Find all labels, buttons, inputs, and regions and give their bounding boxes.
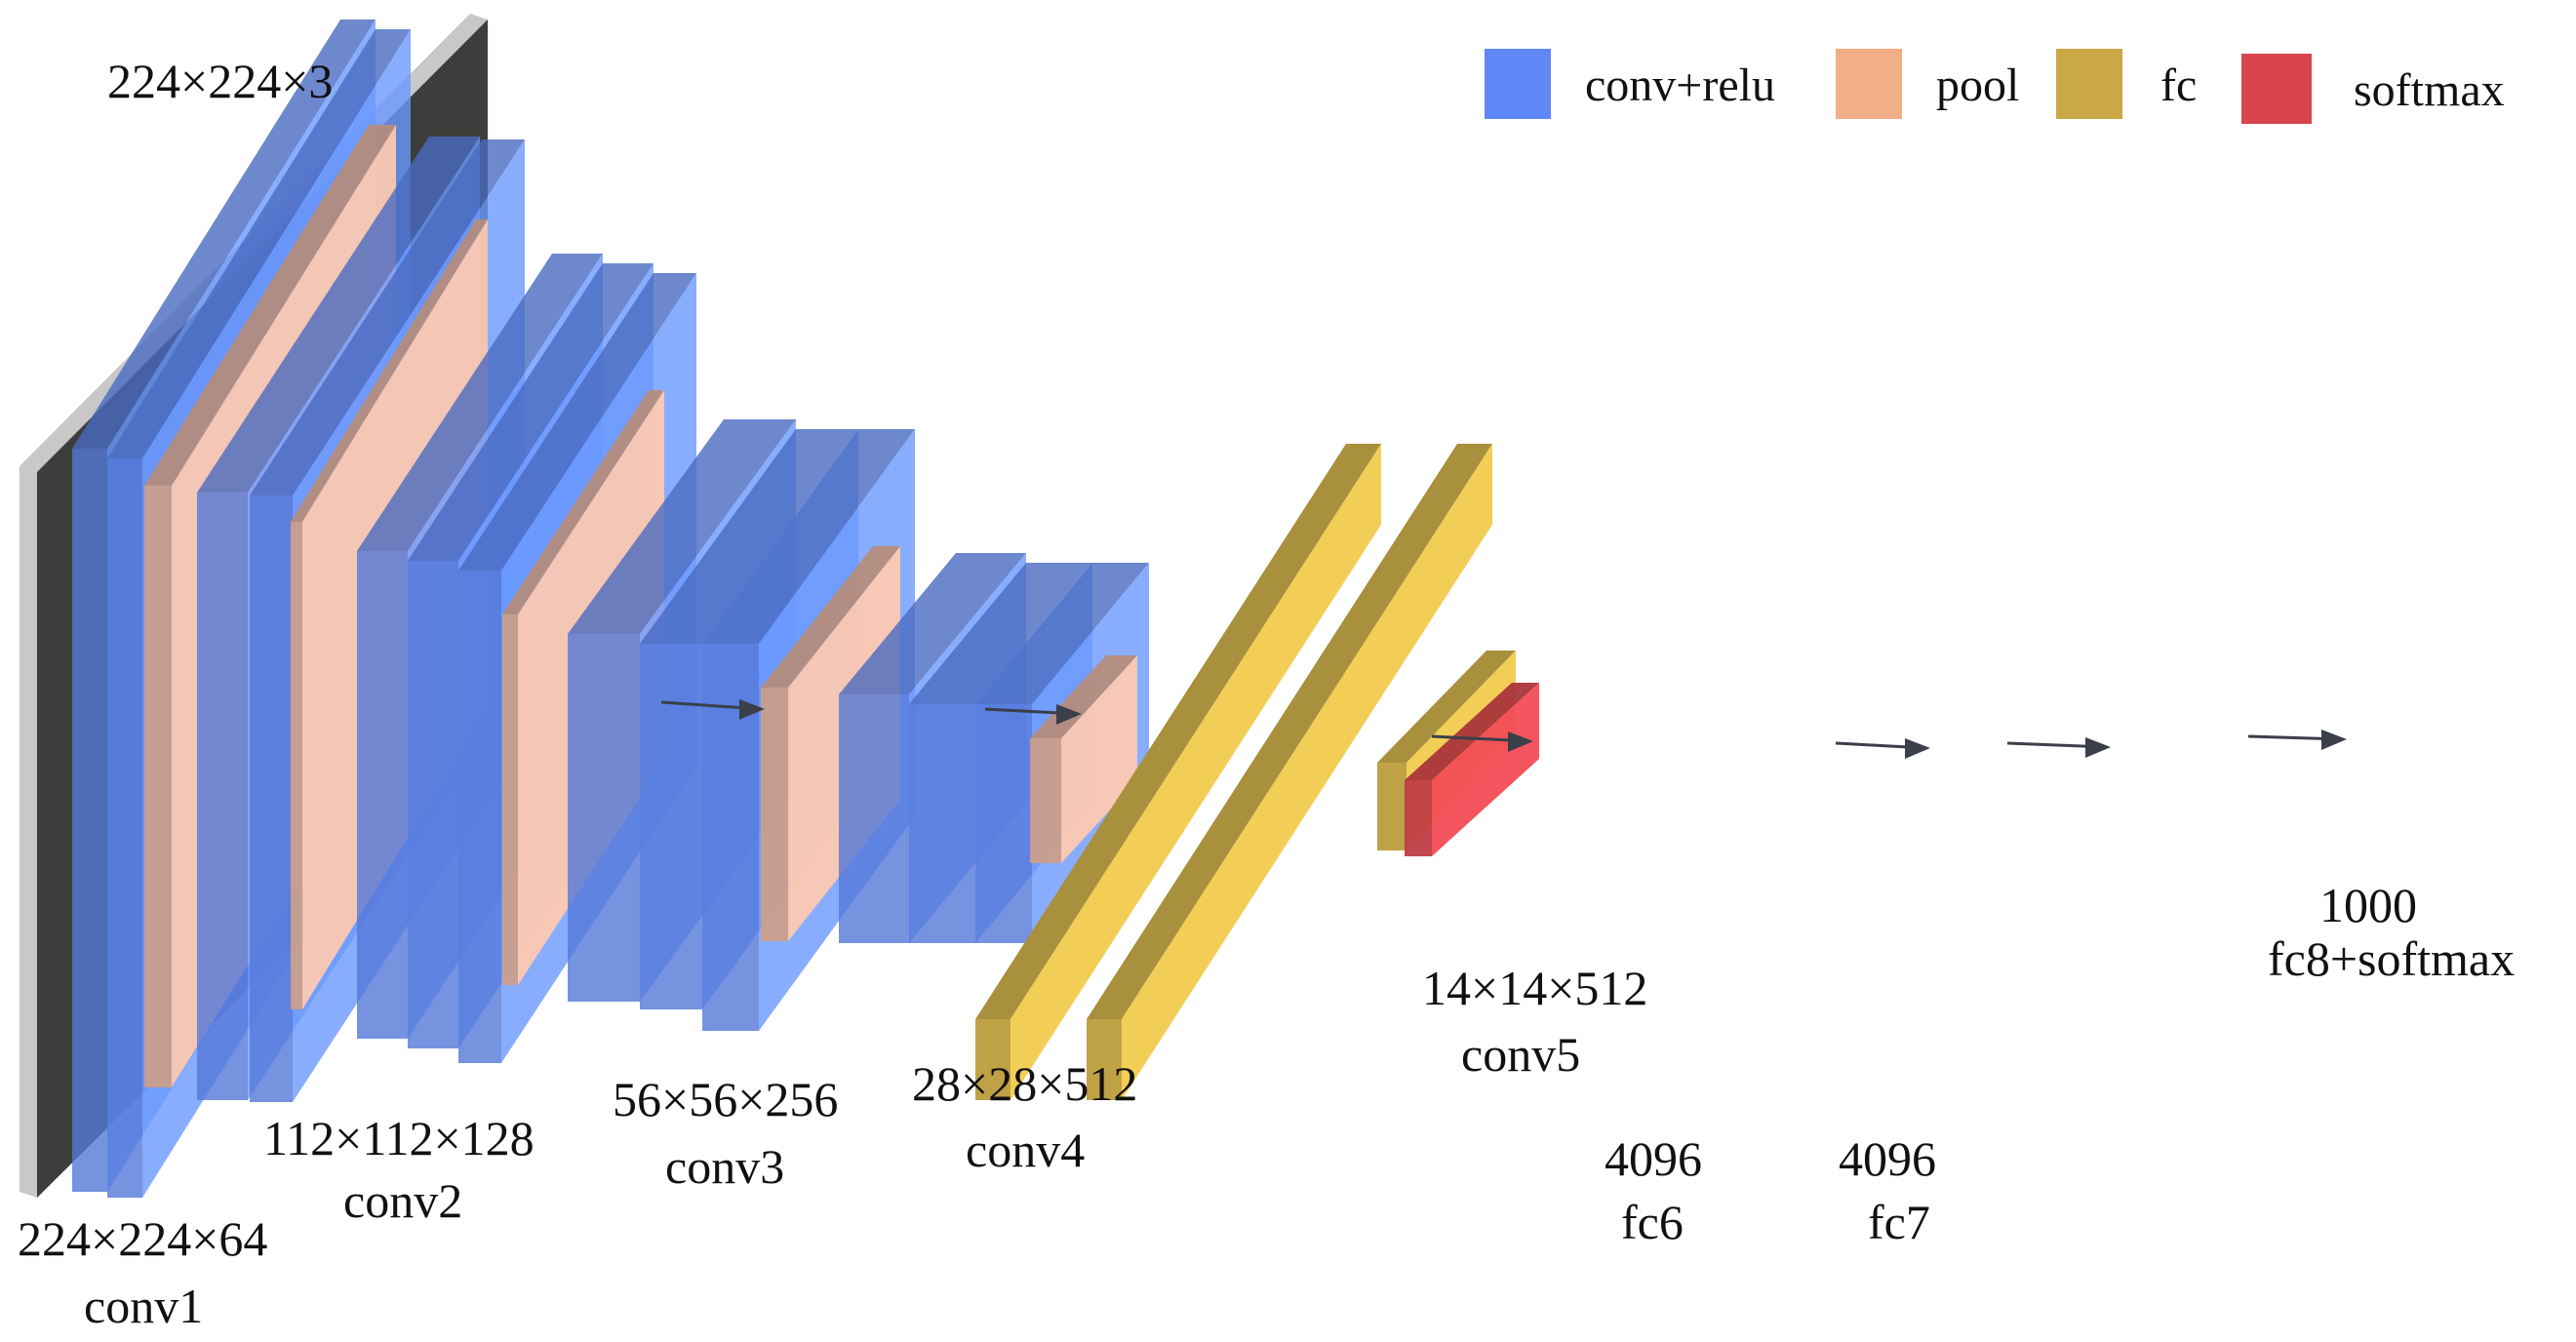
- legend-label-pool: pool: [1936, 59, 2019, 111]
- conv3-layer-3-top: [458, 273, 696, 571]
- fc6-layer: [975, 444, 1381, 1100]
- input-dims-label: 224×224×3: [107, 54, 333, 108]
- conv5-layer-3-top: [975, 563, 1149, 704]
- fc8-dims-label: 1000: [2319, 878, 2417, 932]
- legend-label-conv: conv+relu: [1585, 59, 1775, 111]
- conv4-layer-1-front: [568, 634, 640, 1002]
- conv3-dims-label: 56×56×256: [613, 1072, 838, 1126]
- fc7-layer-side: [1122, 444, 1492, 1100]
- legend-label-softmax: softmax: [2354, 64, 2505, 116]
- pool4-layer-front: [761, 688, 788, 941]
- pool1-layer-front: [144, 486, 172, 1087]
- fc8-layer-front: [1377, 763, 1407, 850]
- conv2-layer-1-top: [197, 137, 480, 493]
- legend-swatch-fc: [2056, 49, 2122, 119]
- conv3-layer-1-front: [357, 551, 408, 1039]
- network-layers: [72, 20, 1539, 1198]
- arrow-head: [1905, 738, 1930, 759]
- conv4-layer-3-top: [702, 429, 915, 644]
- conv5-layer-2-front: [909, 704, 975, 943]
- fc6-layer-top: [975, 444, 1381, 1019]
- pool5-layer-side: [1061, 655, 1137, 863]
- layer-labels: 224×224×3 224×224×64 conv1 112×112×128 c…: [18, 54, 2515, 1333]
- conv2-dims-label: 112×112×128: [263, 1111, 535, 1165]
- conv5-layer-3-front: [975, 704, 1032, 943]
- legend: conv+relu pool fc softmax: [1485, 49, 2505, 124]
- fc8-name-label: fc8+softmax: [2268, 931, 2515, 986]
- legend-swatch-pool: [1836, 49, 1902, 119]
- conv1-dims-label: 224×224×64: [18, 1211, 267, 1266]
- conv2-name-label: conv2: [343, 1173, 462, 1228]
- conv1-layer-2-front: [107, 458, 142, 1198]
- conv4-dims-label: 28×28×512: [912, 1056, 1137, 1111]
- conv4-layer-2-front: [640, 644, 702, 1009]
- conv4-layer-2-top: [640, 429, 858, 644]
- pool2-layer-top: [291, 219, 488, 522]
- conv1-layer-2-top: [107, 29, 411, 458]
- fc8-layer-top: [1377, 651, 1516, 763]
- pool5-layer-front: [1030, 738, 1061, 863]
- arrow-head: [1056, 704, 1082, 725]
- conv5-dims-label: 14×14×512: [1422, 961, 1647, 1015]
- conv1-layer-1-front: [72, 449, 107, 1192]
- arrow-head: [739, 699, 765, 720]
- legend-label-fc: fc: [2160, 59, 2197, 111]
- arrow-head: [2321, 730, 2347, 750]
- conv3-layer-2-top: [408, 263, 654, 561]
- conv4-layer-3-front: [702, 644, 759, 1031]
- fc7-name-label: fc7: [1868, 1195, 1930, 1249]
- conv5-layer-1-top: [839, 553, 1026, 694]
- arrow-head: [2085, 737, 2111, 758]
- fc6-layer-front: [975, 1019, 1011, 1100]
- pool2-layer-front: [291, 522, 302, 1009]
- softmax-layer: [1405, 683, 1539, 856]
- fc6-name-label: fc6: [1621, 1195, 1684, 1249]
- softmax-layer-front: [1405, 780, 1432, 856]
- conv1-layer-1-top: [72, 20, 376, 449]
- legend-swatch-softmax: [2241, 54, 2312, 124]
- conv3-name-label: conv3: [665, 1139, 784, 1194]
- conv4-layer-1-top: [568, 419, 796, 634]
- fc6-dims-label: 4096: [1605, 1131, 1702, 1186]
- conv3-layer-3-front: [458, 571, 501, 1063]
- conv5-name-label: conv5: [1461, 1027, 1580, 1082]
- conv1-name-label: conv1: [84, 1279, 203, 1333]
- softmax-layer-side: [1432, 683, 1539, 856]
- flow-arrows: [660, 699, 2347, 759]
- fc7-layer-front: [1087, 1019, 1122, 1100]
- fc7-layer-top: [1087, 444, 1492, 1019]
- conv3-layer-1-top: [357, 254, 603, 551]
- arrow-head: [1508, 731, 1533, 752]
- softmax-layer-top: [1405, 683, 1539, 780]
- fc7-dims-label: 4096: [1839, 1131, 1936, 1186]
- fc6-layer-side: [1011, 444, 1381, 1100]
- conv3-layer-2-front: [408, 561, 458, 1048]
- conv5-layer-2-top: [909, 563, 1092, 704]
- pool4-layer-top: [761, 546, 900, 688]
- input-image-frame-side: [20, 466, 37, 1198]
- conv5-layer-1-front: [839, 694, 909, 943]
- legend-swatch-conv: [1485, 49, 1551, 119]
- conv2-layer-2-front: [250, 495, 293, 1102]
- conv2-layer-2-top: [250, 139, 525, 495]
- pool3-layer-front: [502, 614, 518, 985]
- conv4-name-label: conv4: [966, 1123, 1085, 1177]
- conv2-layer-1-front: [197, 493, 248, 1100]
- pool1-layer-top: [144, 125, 396, 486]
- fc7-layer: [1087, 444, 1492, 1100]
- pool3-layer-top: [502, 390, 664, 614]
